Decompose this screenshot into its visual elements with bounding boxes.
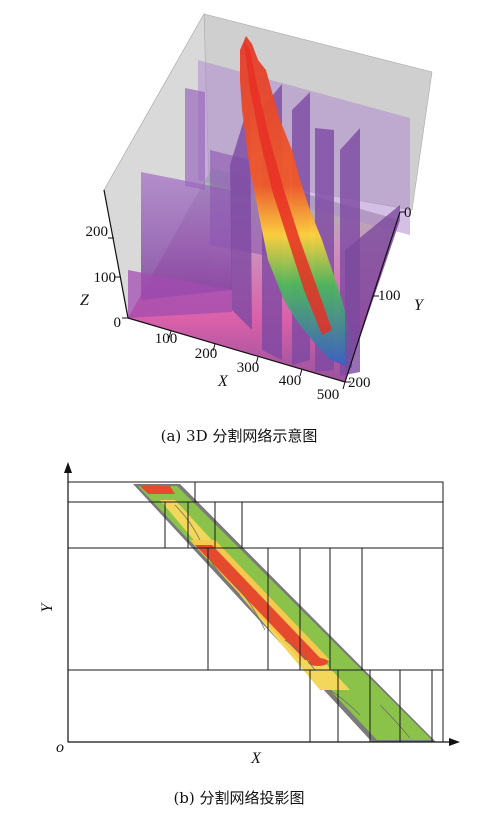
z-axis-label: Z xyxy=(80,292,90,309)
figure-a-3d-plot: 0 100 200 Z 100 200 300 400 500 X 0 100 … xyxy=(80,12,433,445)
front-wall xyxy=(128,270,232,318)
y-tick-label: 100 xyxy=(378,288,401,304)
mesh-grid xyxy=(67,481,444,743)
x-tick-label: 200 xyxy=(195,346,218,362)
grid-cell xyxy=(67,501,444,549)
slice-wall xyxy=(185,88,205,190)
band-red-spot xyxy=(308,658,328,666)
figure-b-projection: o X Y (b) 分割网络投影图 xyxy=(39,462,460,807)
y-axis-label: Y xyxy=(414,297,425,314)
z-axis-ticks xyxy=(108,237,128,319)
slice-wall xyxy=(230,100,252,330)
z-tick-label: 100 xyxy=(94,270,117,286)
slice-wall xyxy=(141,172,232,300)
origin-label: o xyxy=(56,739,64,756)
band-red-zone xyxy=(195,545,322,660)
z-axis-line xyxy=(103,189,129,319)
projection-x-label: X xyxy=(250,750,262,767)
y-axis-ticks xyxy=(345,211,406,383)
ridge-surface xyxy=(240,36,352,368)
x-tick-label: 100 xyxy=(155,331,178,347)
y-axis-arrow-icon xyxy=(64,462,72,473)
figure-a-caption: (a) 3D 分割网络示意图 xyxy=(161,427,318,445)
x-axis-arrow-icon xyxy=(449,738,460,746)
x-axis-line xyxy=(127,317,346,383)
x-tick-label: 300 xyxy=(237,360,260,376)
x-tick-label: 400 xyxy=(279,373,302,389)
z-tick-label: 0 xyxy=(114,315,122,331)
projection-y-label: Y xyxy=(39,601,56,612)
figure-b-caption: (b) 分割网络投影图 xyxy=(173,789,304,807)
x-axis-label: X xyxy=(217,373,229,390)
z-tick-label: 200 xyxy=(86,224,109,240)
band-red-zone xyxy=(140,486,175,494)
x-axis-ticks xyxy=(168,330,346,390)
y-axis-line xyxy=(344,211,401,383)
x-tick-label: 500 xyxy=(317,387,340,403)
grid-cell xyxy=(67,481,444,503)
ridge-highlight xyxy=(244,42,332,335)
y-tick-label: 0 xyxy=(404,205,412,221)
y-tick-label: 200 xyxy=(348,375,371,391)
